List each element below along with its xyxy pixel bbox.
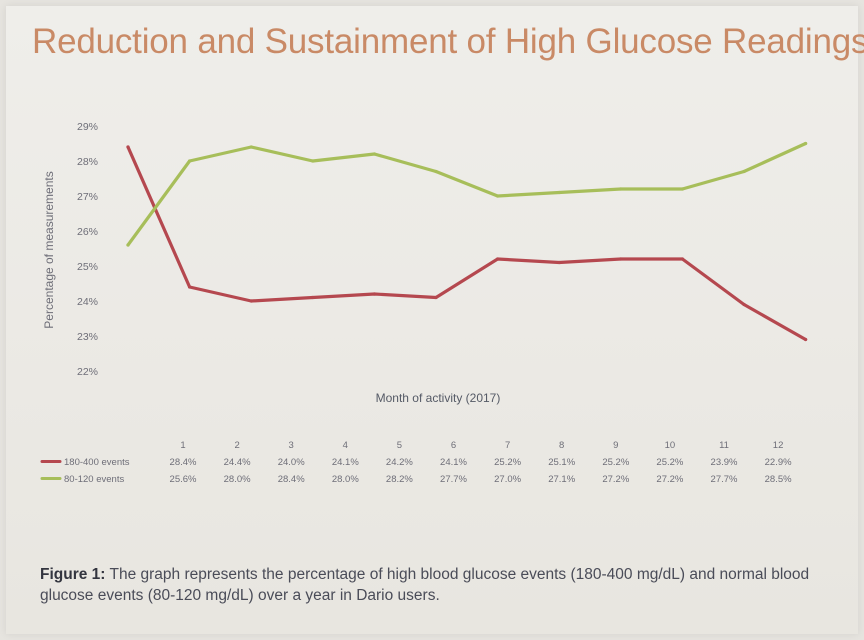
data-point xyxy=(804,141,808,146)
table-month-header: 11 xyxy=(719,440,729,451)
data-point xyxy=(126,243,130,247)
table-value: 28.2% xyxy=(386,474,413,485)
table-value: 24.4% xyxy=(224,457,251,468)
table-value: 25.2% xyxy=(656,457,683,468)
data-point xyxy=(372,292,376,296)
table-value: 27.0% xyxy=(494,474,521,485)
series-line-high-glucose xyxy=(126,145,808,342)
table-value: 24.1% xyxy=(440,457,467,468)
table-value: 27.2% xyxy=(602,474,629,485)
caption-label: Figure 1: xyxy=(40,566,106,583)
table-month-header: 10 xyxy=(665,440,676,451)
table-value: 24.1% xyxy=(332,457,359,468)
table-value: 24.2% xyxy=(386,457,413,468)
table-value: 28.4% xyxy=(170,457,197,468)
y-tick-label: 22% xyxy=(77,366,98,378)
y-tick-label: 26% xyxy=(77,226,98,238)
data-point xyxy=(496,257,500,261)
figure-paper xyxy=(6,6,858,634)
table-value: 25.2% xyxy=(494,457,521,468)
table-value: 27.1% xyxy=(548,474,575,485)
table-value: 28.0% xyxy=(224,474,251,485)
table-value: 27.7% xyxy=(711,474,738,485)
table-month-header: 9 xyxy=(613,440,618,451)
table-value: 24.0% xyxy=(278,457,305,468)
y-tick-label: 28% xyxy=(77,156,98,168)
data-point xyxy=(742,302,746,307)
y-tick-label: 23% xyxy=(77,331,98,343)
series-line-normal-glucose xyxy=(126,141,808,247)
y-tick-label: 25% xyxy=(77,261,98,273)
table-value: 25.1% xyxy=(548,457,575,468)
table-value: 25.6% xyxy=(170,474,197,485)
table-value: 25.2% xyxy=(602,457,629,468)
table-value: 27.7% xyxy=(440,474,467,485)
data-point xyxy=(680,187,685,191)
data-point xyxy=(126,145,130,149)
y-axis-label: Percentage of measurements xyxy=(42,171,56,328)
data-point xyxy=(619,187,623,191)
table-month-header: 6 xyxy=(451,440,456,451)
figure-caption: Figure 1: The graph represents the perce… xyxy=(40,564,820,606)
table-month-header: 4 xyxy=(343,440,348,451)
table-value: 28.4% xyxy=(278,474,305,485)
data-point xyxy=(619,257,623,261)
data-point xyxy=(249,145,253,149)
data-point xyxy=(804,337,808,342)
caption-text: The graph represents the percentage of h… xyxy=(40,566,810,604)
data-point xyxy=(311,295,315,300)
data-point xyxy=(557,190,561,195)
data-point xyxy=(372,152,376,156)
legend-label: 180-400 events xyxy=(64,457,130,468)
y-tick-label: 24% xyxy=(77,296,98,308)
table-month-header: 7 xyxy=(505,440,510,451)
y-tick-label: 27% xyxy=(77,191,98,203)
data-point xyxy=(249,299,253,303)
chart-title: Reduction and Sustainment of High Glucos… xyxy=(32,22,864,61)
x-axis-label: Month of activity (2017) xyxy=(376,391,501,405)
table-value: 28.0% xyxy=(332,474,359,485)
table-value: 28.5% xyxy=(765,474,792,485)
data-point xyxy=(188,159,192,163)
table-month-header: 2 xyxy=(234,440,239,451)
data-point xyxy=(742,169,746,174)
data-point xyxy=(434,295,438,300)
y-tick-label: 29% xyxy=(77,121,98,133)
data-point xyxy=(557,260,561,265)
data-point xyxy=(311,159,315,163)
table-month-header: 3 xyxy=(289,440,294,451)
table-month-header: 5 xyxy=(397,440,402,451)
table-value: 22.9% xyxy=(765,457,792,468)
table-month-header: 1 xyxy=(180,440,185,451)
table-value: 23.9% xyxy=(711,457,738,468)
data-point xyxy=(496,194,500,198)
data-point xyxy=(434,169,438,174)
data-point xyxy=(680,257,685,261)
legend-label: 80-120 events xyxy=(64,474,124,485)
table-month-header: 12 xyxy=(773,440,784,451)
table-value: 27.2% xyxy=(656,474,683,485)
table-month-header: 8 xyxy=(559,440,564,451)
data-point xyxy=(188,285,192,289)
